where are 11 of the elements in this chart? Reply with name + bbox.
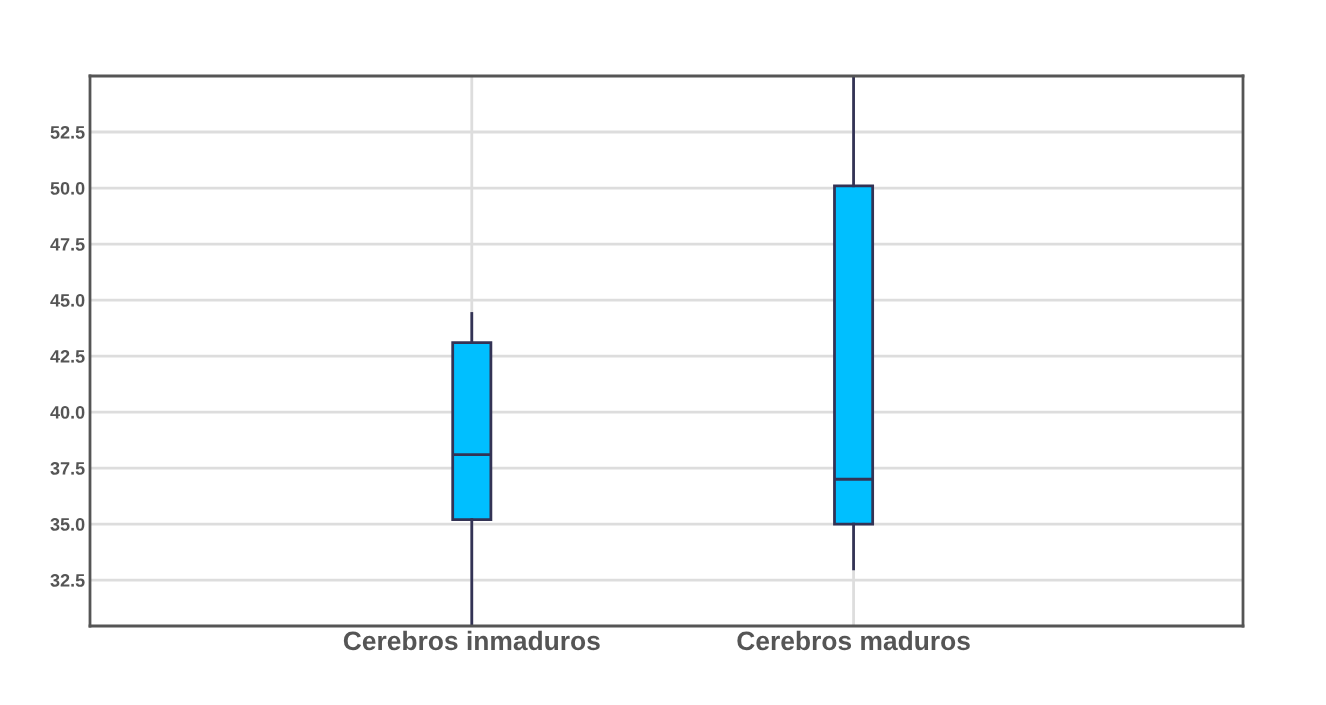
y-tick-label: 40.0	[50, 405, 85, 419]
y-tick-label: 52.5	[50, 125, 85, 139]
y-tick-label: 45.0	[50, 293, 85, 307]
y-tick-label: 50.0	[50, 181, 85, 195]
y-tick-label: 35.0	[50, 518, 85, 531]
y-tick-label: 42.5	[50, 349, 85, 363]
y-tick-label: 32.5	[50, 574, 85, 587]
y-tick-label: 37.5	[50, 461, 85, 475]
x-tick-label: Cerebros inmaduros	[343, 630, 600, 651]
x-tick-label: Cerebros maduros	[737, 630, 970, 651]
y-tick-label: 47.5	[50, 238, 85, 251]
